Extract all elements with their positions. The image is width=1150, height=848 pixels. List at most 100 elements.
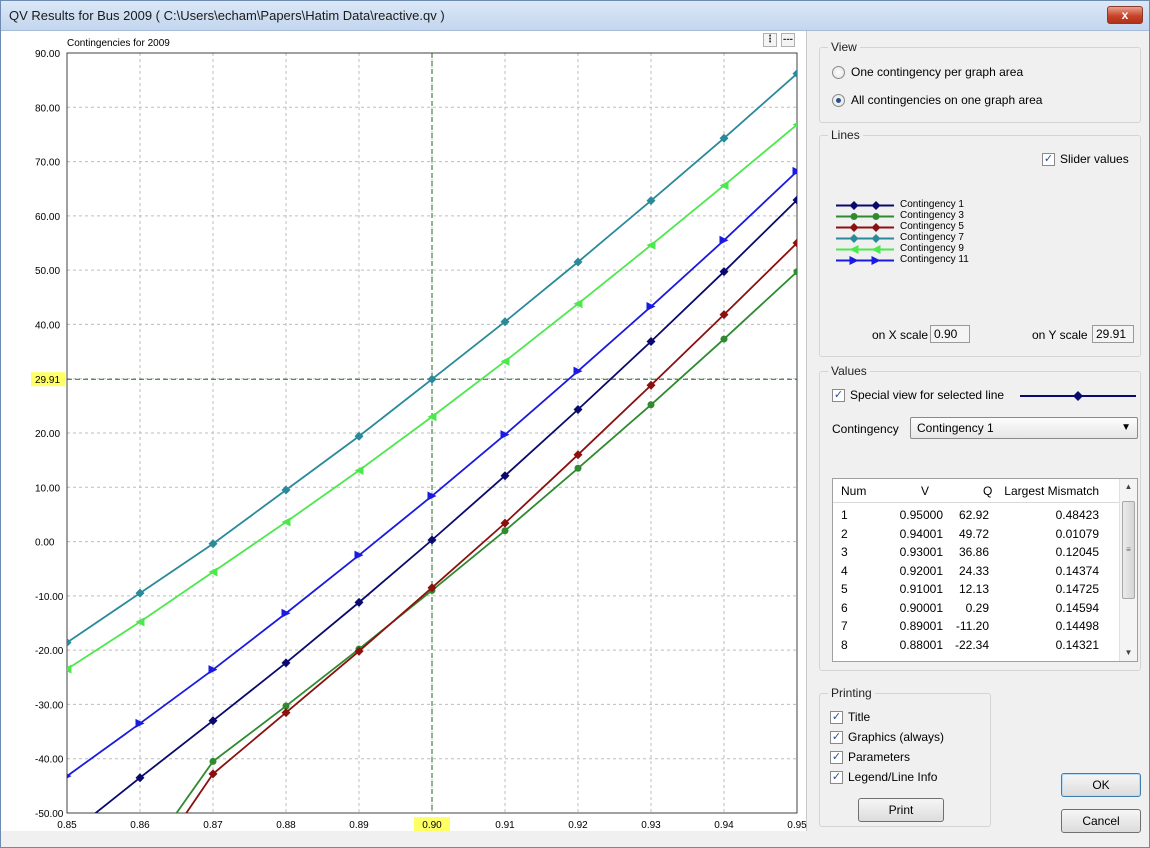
table-cell: 4 xyxy=(841,563,848,578)
data-point xyxy=(354,465,364,475)
radio-all-on-one[interactable]: All contingencies on one graph area xyxy=(832,93,1042,107)
data-point xyxy=(849,234,859,243)
print-legend-check-icon[interactable]: ✓ xyxy=(830,770,843,784)
y-slider-label: 29.91 xyxy=(35,375,60,386)
y-tick-label: 50.00 xyxy=(35,266,60,277)
print-title-check-icon[interactable]: ✓ xyxy=(830,710,843,724)
data-point xyxy=(871,245,881,254)
legend-label: Contingency 3 xyxy=(900,210,964,221)
close-button[interactable]: x xyxy=(1107,6,1143,24)
slider-values-checkbox[interactable]: ✓ Slider values xyxy=(1042,152,1129,166)
column-header-num[interactable]: Num xyxy=(841,484,867,498)
dashed-horizontal-line-icon[interactable]: --- xyxy=(781,33,795,47)
slider-values-check-icon[interactable]: ✓ xyxy=(1042,152,1055,166)
print-graphics-check-icon[interactable]: ✓ xyxy=(830,730,843,744)
table-row[interactable]: 2 0.94001 49.72 0.01079 xyxy=(833,526,1119,544)
table-row[interactable]: 7 0.89001 -11.20 0.14498 xyxy=(833,618,1119,636)
data-point xyxy=(573,299,583,309)
data-point xyxy=(427,412,437,422)
table-cell: -22.34 xyxy=(954,637,989,652)
column-header-largest-mismatch[interactable]: Largest Mismatch xyxy=(1004,484,1099,498)
radio-one-per-area-button[interactable] xyxy=(832,65,845,79)
data-point xyxy=(427,491,437,501)
dotted-vertical-line-icon[interactable]: ⋮ xyxy=(763,33,777,47)
table-cell: 6 xyxy=(841,600,848,615)
table-cell: 8 xyxy=(841,637,848,652)
cancel-button[interactable]: Cancel xyxy=(1061,809,1141,833)
y-tick-label: 80.00 xyxy=(35,103,60,114)
scroll-up-icon[interactable]: ▲ xyxy=(1124,482,1133,491)
qv-chart[interactable]: Contingencies for 2009 0.85 0.86 0.87 0.88 0.… xyxy=(1,31,807,831)
data-point xyxy=(427,583,437,593)
table-cell: 1 xyxy=(841,508,848,522)
chevron-down-icon[interactable]: ▼ xyxy=(1121,422,1131,433)
data-point xyxy=(646,240,656,250)
table-row[interactable]: 1 0.95000 62.92 0.48423 xyxy=(833,507,1119,525)
table-row[interactable]: 5 0.91001 12.13 0.14725 xyxy=(833,581,1119,599)
series-contingency-9 xyxy=(67,122,797,674)
legend-line-sample xyxy=(836,256,894,265)
data-point xyxy=(792,195,797,205)
chart-area[interactable]: Contingencies for 2009 0.85 0.86 0.87 0.88 0.… xyxy=(1,31,807,831)
table-cell: 0.14725 xyxy=(1055,582,1099,596)
legend-label: Contingency 9 xyxy=(900,243,964,254)
data-point xyxy=(281,517,291,527)
ok-button[interactable]: OK xyxy=(1061,773,1141,797)
x-tick-label: 0.88 xyxy=(276,820,296,831)
data-point xyxy=(135,617,145,627)
data-point xyxy=(354,597,364,607)
scroll-down-icon[interactable]: ▼ xyxy=(1124,648,1133,657)
values-table-scrollbar[interactable]: ▲ ≡ ▼ xyxy=(1119,479,1137,661)
x-tick-label: 0.91 xyxy=(495,820,515,831)
data-point xyxy=(135,588,145,598)
column-header-v[interactable]: V xyxy=(921,484,930,498)
data-point xyxy=(209,757,217,765)
special-view-check-icon[interactable]: ✓ xyxy=(832,388,845,402)
data-point xyxy=(646,302,656,312)
x-tick-label: 0.95 xyxy=(787,820,807,831)
data-point xyxy=(500,317,510,327)
data-point xyxy=(282,702,290,710)
contingency-select[interactable]: Contingency 1 ▼ xyxy=(910,417,1138,439)
table-row[interactable]: 4 0.92001 24.33 0.14374 xyxy=(833,563,1119,581)
data-point xyxy=(500,430,510,440)
radio-one-per-area[interactable]: One contingency per graph area xyxy=(832,65,1023,79)
y-tick-label: 20.00 xyxy=(35,429,60,440)
print-title-checkbox[interactable]: ✓ Title xyxy=(830,710,870,724)
lines-group: Lines ✓ Slider values Contingency 1 Conti… xyxy=(819,128,1141,357)
table-cell: 62.92 xyxy=(958,508,989,522)
table-row[interactable]: 8 0.88001 -22.34 0.14321 xyxy=(833,637,1119,655)
data-point xyxy=(849,245,859,254)
window-title: QV Results for Bus 2009 ( C:\Users\echam… xyxy=(9,8,445,23)
table-row[interactable]: 6 0.90001 0.29 0.14594 xyxy=(833,600,1119,618)
print-legend-checkbox[interactable]: ✓ Legend/Line Info xyxy=(830,770,937,784)
scroll-thumb[interactable]: ≡ xyxy=(1122,501,1135,599)
print-parameters-label: Parameters xyxy=(848,750,911,764)
table-cell: 12.13 xyxy=(958,582,989,596)
print-parameters-check-icon[interactable]: ✓ xyxy=(830,750,843,764)
data-point xyxy=(719,310,729,320)
special-view-checkbox[interactable]: ✓ Special view for selected line xyxy=(832,388,1004,402)
legend-label: Contingency 7 xyxy=(900,232,964,243)
print-title-label: Title xyxy=(848,710,871,724)
x-tick-label: 0.86 xyxy=(130,820,150,831)
table-row[interactable]: 3 0.93001 36.86 0.12045 xyxy=(833,544,1119,562)
values-table[interactable]: Num V Q Largest Mismatch 1 0.95000 62.92 0.… xyxy=(832,478,1138,662)
table-cell: 0.92001 xyxy=(899,563,943,578)
print-button[interactable]: Print xyxy=(858,798,944,822)
title-bar[interactable]: QV Results for Bus 2009 ( C:\Users\echam… xyxy=(1,1,1149,31)
radio-all-on-one-label: All contingencies on one graph area xyxy=(851,93,1043,107)
legend-label: Contingency 1 xyxy=(900,199,964,210)
radio-all-on-one-button[interactable] xyxy=(832,93,845,107)
data-point xyxy=(500,356,510,366)
data-point xyxy=(281,708,291,718)
table-cell: 0.88001 xyxy=(899,637,943,652)
print-parameters-checkbox[interactable]: ✓ Parameters xyxy=(830,750,910,764)
print-graphics-checkbox[interactable]: ✓ Graphics (always) xyxy=(830,730,944,744)
column-header-q[interactable]: Q xyxy=(983,484,993,498)
data-point xyxy=(208,716,218,726)
y-tick-label: -30.00 xyxy=(35,700,64,711)
contingency-label: Contingency xyxy=(832,422,899,436)
data-point xyxy=(427,374,437,384)
